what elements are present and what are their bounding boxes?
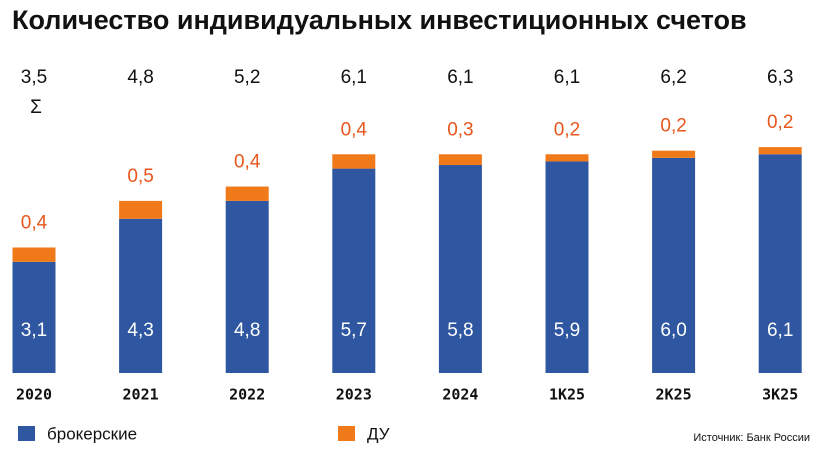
x-tick-label: 2024	[442, 386, 478, 404]
x-tick-label: 2021	[123, 386, 159, 404]
total-label: 5,2	[234, 67, 260, 88]
total-label: 3,5	[21, 67, 47, 88]
bar-segment	[438, 165, 482, 373]
legend-label: ДУ	[367, 424, 390, 443]
bar-segment	[225, 186, 269, 201]
value-label: 0,2	[767, 112, 793, 133]
value-label: 0,4	[21, 213, 48, 234]
bar-segment	[12, 247, 56, 262]
value-label: 5,8	[447, 320, 473, 341]
x-tick-label: 2К25	[656, 386, 692, 404]
value-label: 0,3	[447, 119, 473, 140]
x-tick-label: 2020	[16, 386, 52, 404]
bar-segment	[12, 261, 56, 373]
bar-segment	[438, 154, 482, 166]
value-label: 0,4	[234, 152, 261, 173]
bar-segment	[758, 147, 802, 155]
value-label: 0,4	[341, 119, 368, 140]
chart-title: Количество индивидуальных инвестиционных…	[12, 5, 747, 35]
value-label: 6,0	[660, 320, 686, 341]
bar-segment	[332, 168, 376, 373]
bar-segment	[652, 157, 696, 373]
x-tick-label: 2022	[229, 386, 265, 404]
value-label: 5,7	[341, 320, 367, 341]
total-label: 4,8	[127, 67, 153, 88]
bar-segment	[545, 161, 589, 373]
total-label: 6,1	[341, 67, 367, 88]
source: Источник: Банк России	[693, 432, 810, 444]
legend-swatch	[18, 426, 35, 441]
value-label: 4,8	[234, 320, 260, 341]
total-label: 6,1	[554, 67, 580, 88]
bar-segment	[225, 200, 269, 373]
legend-swatch	[338, 426, 355, 441]
value-label: 0,2	[554, 119, 580, 140]
value-label: 4,3	[127, 320, 153, 341]
value-label: 0,5	[127, 166, 153, 187]
legend-label: брокерские	[47, 424, 137, 443]
total-label: 6,2	[660, 67, 686, 88]
x-tick-label: 2023	[336, 386, 372, 404]
bar-segment	[652, 150, 696, 158]
bar-segment	[758, 154, 802, 373]
total-label: 6,1	[447, 67, 473, 88]
sum-symbol: Σ	[30, 97, 42, 118]
value-label: 5,9	[554, 320, 580, 341]
value-label: 6,1	[767, 320, 793, 341]
bar-segment	[119, 200, 163, 219]
total-label: 6,3	[767, 67, 793, 88]
x-tick-label: 1К25	[549, 386, 585, 404]
value-label: 3,1	[21, 320, 47, 341]
value-label: 0,2	[660, 116, 686, 137]
x-tick-label: 3К25	[762, 386, 798, 404]
bar-segment	[545, 154, 589, 162]
bar-segment	[332, 154, 376, 169]
bar-segment	[119, 218, 163, 373]
